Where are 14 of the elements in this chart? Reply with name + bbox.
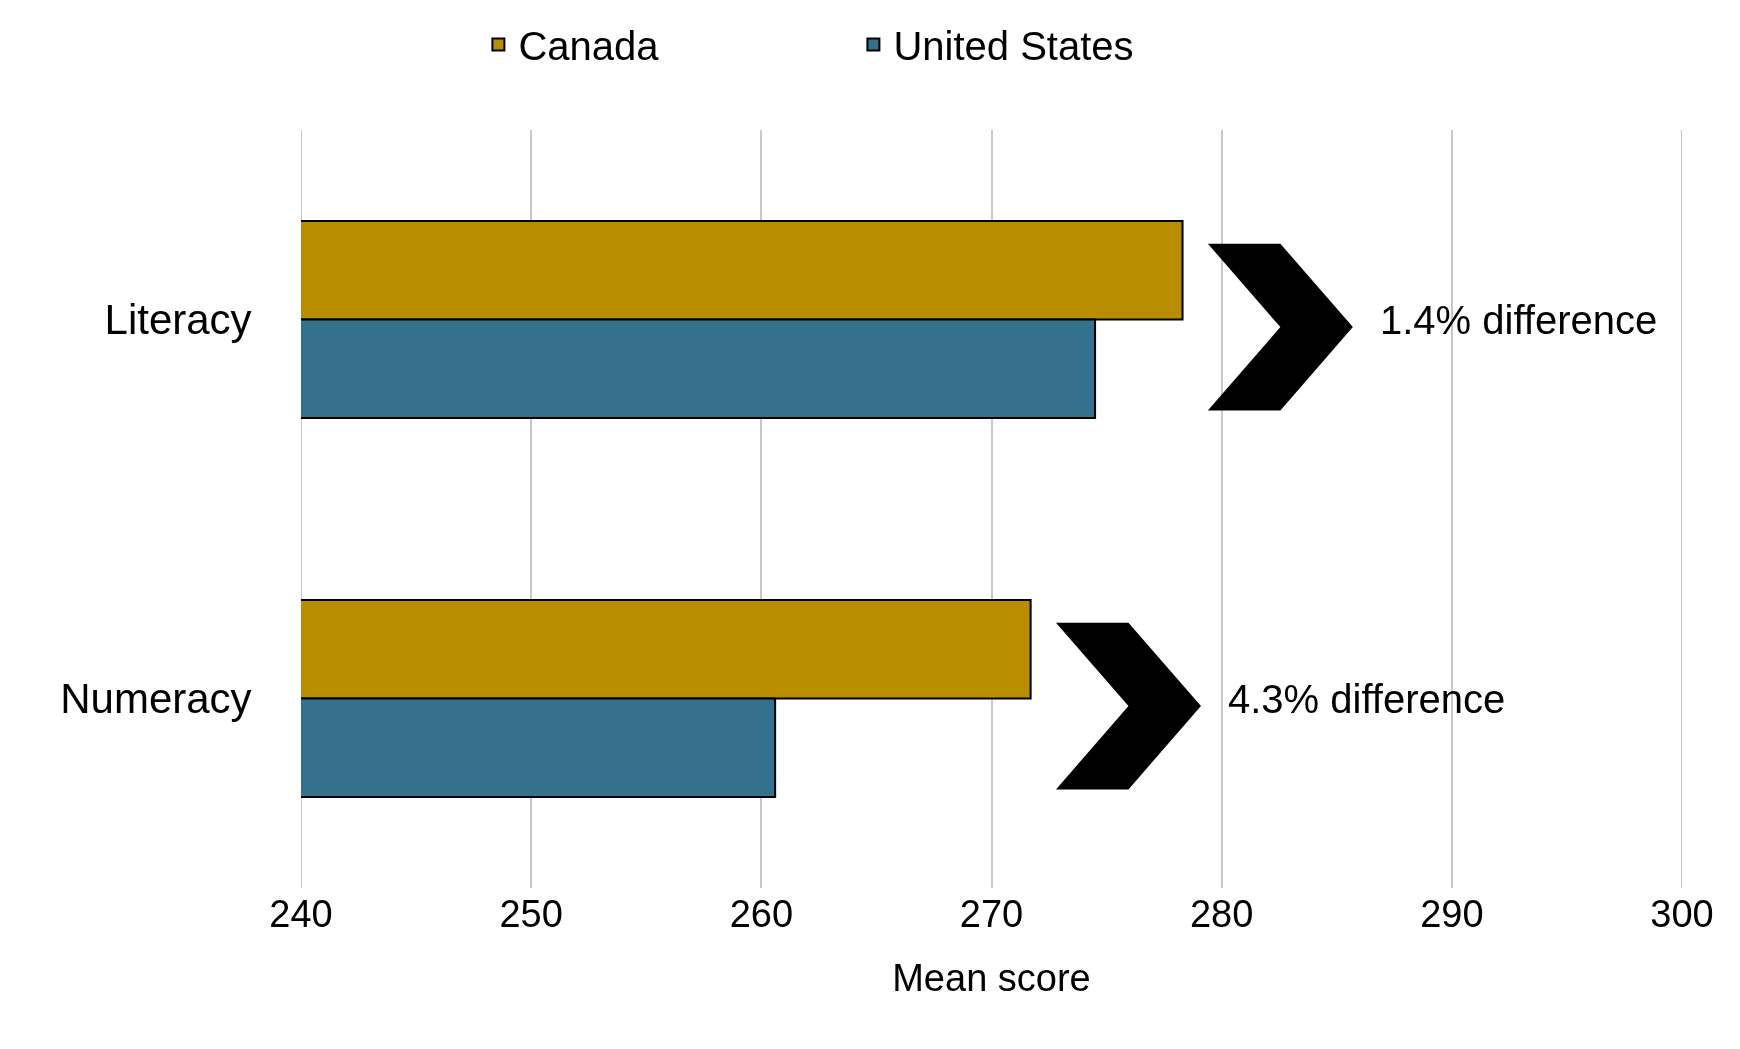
x-tick-label: 240 — [269, 893, 333, 935]
x-tick-label: 270 — [959, 893, 1024, 935]
annotation: 4.3% difference — [1228, 677, 1506, 721]
x-tick-label: 260 — [729, 893, 794, 935]
x-tick-label: 290 — [1420, 893, 1484, 935]
y-tick-label: Numeracy — [60, 675, 252, 723]
legend-label: Canada — [518, 24, 660, 69]
annotation: 1.4% difference — [1380, 298, 1658, 342]
y-tick-label: Literacy — [104, 296, 252, 344]
x-axis-title: Mean score — [892, 957, 1091, 1000]
x-tick-label: 280 — [1189, 893, 1254, 935]
legend-label: United States — [893, 24, 1134, 69]
x-tick-label: 300 — [1650, 893, 1714, 935]
x-tick-label: 250 — [499, 893, 563, 935]
